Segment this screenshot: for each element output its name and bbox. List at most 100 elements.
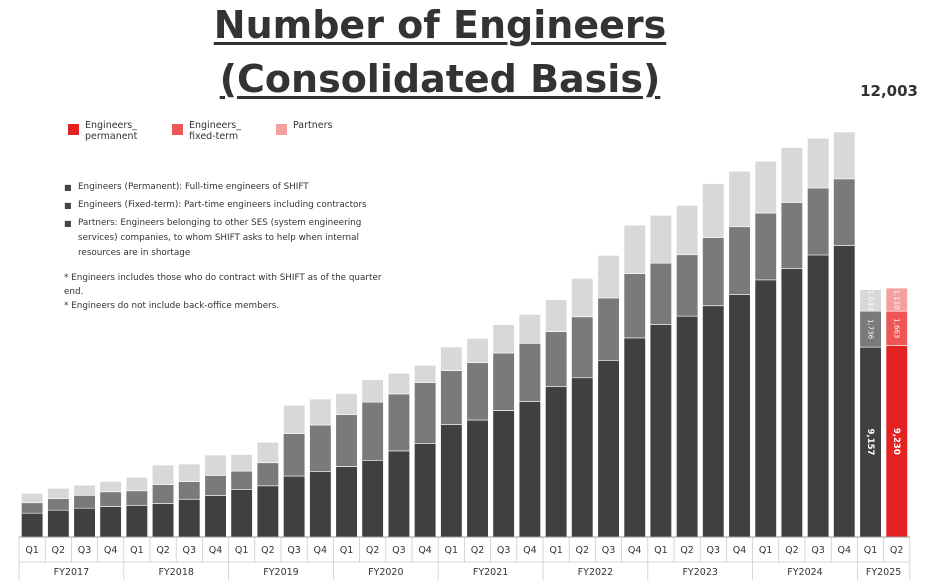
bar-segment-partners: [73, 484, 96, 496]
quarter-tick-label: Q2: [576, 545, 590, 556]
legend-partners: Partners: [276, 120, 332, 135]
bar-segment-fixed: [99, 491, 122, 507]
bar-segment-partners: [518, 314, 541, 344]
legend-label-permanent: Engineers_ permanent: [85, 120, 138, 142]
bar-segment-fixed: [571, 316, 594, 379]
quarter-tick-label: Q2: [366, 545, 380, 556]
bar-segment-permanent: [597, 359, 620, 538]
bar-segment-partners: [754, 160, 777, 214]
bar-segment-fixed: [518, 342, 541, 402]
bar-segment-fixed: [125, 490, 148, 506]
bar-segment-permanent: [833, 245, 856, 538]
quarter-tick-label: Q3: [602, 545, 616, 556]
bar-segment-permanent: [178, 498, 201, 538]
bar-segment-partners: [125, 476, 148, 492]
bar-segment-fixed: [387, 393, 411, 452]
quarter-tick-label: Q4: [209, 545, 223, 556]
fiscal-year-label: FY2021: [473, 567, 508, 578]
bar-segment-partners: [414, 364, 437, 383]
definition-partners: Partners: Engineers belonging to other S…: [64, 216, 394, 261]
bar-segment-partners: [99, 481, 122, 493]
bar-segment-partners: [571, 278, 594, 318]
data-label-permanent: 9,230: [891, 428, 901, 455]
bar-segment-fixed: [256, 462, 279, 487]
quarter-tick-label: Q2: [890, 545, 904, 556]
quarter-tick-label: Q4: [733, 545, 747, 556]
bar-segment-partners: [47, 487, 70, 499]
quarter-tick-label: Q2: [261, 545, 275, 556]
quarter-tick-label: Q2: [680, 545, 694, 556]
bar-segment-permanent: [125, 504, 148, 538]
fiscal-year-label: FY2019: [263, 567, 298, 578]
quarter-tick-label: Q1: [235, 545, 249, 556]
bar-segment-partners: [152, 464, 175, 486]
fiscal-year-label: FY2018: [158, 567, 193, 578]
bar-segment-permanent: [47, 509, 70, 538]
quarter-tick-label: Q3: [78, 545, 92, 556]
bar-segment-fixed: [47, 498, 70, 511]
definition-permanent: Engineers (Permanent): Full-time enginee…: [64, 180, 394, 195]
data-label-fixed: 1,663: [893, 318, 901, 338]
bar-segment-permanent: [335, 466, 358, 538]
latest-total-label: 12,003: [860, 82, 918, 100]
bar-segment-fixed: [414, 382, 437, 445]
quarter-tick-label: Q2: [52, 545, 66, 556]
bar-segment-partners: [256, 441, 279, 464]
bar-segment-permanent: [754, 279, 777, 538]
bar-segment-partners: [335, 393, 358, 416]
quarter-tick-label: Q4: [523, 545, 537, 556]
fiscal-year-label: FY2024: [787, 567, 822, 578]
bar-segment-fixed: [702, 237, 725, 306]
bar-segment-permanent: [414, 443, 437, 538]
bar-segment-permanent: [623, 337, 646, 538]
quarter-tick-label: Q2: [471, 545, 485, 556]
data-label-permanent: 9,157: [865, 429, 875, 456]
quarter-tick-label: Q1: [759, 545, 773, 556]
quarter-tick-label: Q4: [628, 545, 642, 556]
fiscal-year-label: FY2025: [866, 567, 901, 578]
bar-segment-fixed: [492, 352, 515, 411]
bar-segment-fixed: [152, 484, 175, 504]
quarter-tick-label: Q1: [864, 545, 878, 556]
bar-segment-fixed: [440, 370, 463, 425]
bar-segment-permanent: [256, 485, 279, 538]
page-title-line2: (Consolidated Basis): [219, 57, 661, 101]
bar-segment-fixed: [204, 475, 227, 496]
fiscal-year-label: FY2023: [682, 567, 717, 578]
bar-segment-partners: [780, 147, 803, 203]
footnote-contract: * Engineers includes those who do contra…: [64, 273, 382, 297]
bar-segment-fixed: [73, 494, 96, 509]
bar-segment-partners: [21, 493, 44, 503]
bar-segment-permanent: [204, 495, 227, 538]
quarter-tick-label: Q1: [445, 545, 459, 556]
bar-segment-fixed: [545, 331, 568, 387]
bar-segment-fixed: [335, 414, 358, 467]
bar-segment-partners: [676, 205, 699, 256]
bar-segment-permanent: [309, 471, 332, 538]
bar-segment-partners: [283, 404, 306, 434]
bar-segment-partners: [728, 170, 751, 228]
definitions-block: Engineers (Permanent): Full-time enginee…: [64, 180, 394, 313]
bar-segment-partners: [545, 299, 568, 332]
bar-segment-partners: [807, 137, 830, 189]
bar-segment-fixed: [623, 273, 646, 339]
quarter-tick-label: Q1: [340, 545, 354, 556]
bar-segment-permanent: [780, 268, 803, 538]
bar-segment-partners: [649, 215, 672, 264]
quarter-tick-label: Q4: [838, 545, 852, 556]
bar-segment-partners: [178, 463, 201, 482]
footnotes: * Engineers includes those who do contra…: [64, 271, 394, 313]
data-label-fixed: 1,736: [867, 319, 875, 340]
bar-segment-permanent: [230, 489, 253, 538]
bar-segment-fixed: [597, 297, 620, 361]
quarter-tick-label: Q1: [549, 545, 563, 556]
legend-swatch-partners: [276, 124, 287, 135]
bar-segment-partners: [623, 224, 646, 274]
bar-segment-permanent: [361, 459, 384, 538]
bar-segment-fixed: [649, 262, 672, 325]
bar-segment-partners: [885, 287, 908, 312]
quarter-tick-label: Q1: [25, 545, 39, 556]
legend-label-fixed-term: Engineers_ fixed-term: [189, 120, 242, 142]
data-label-partners: 1,033: [867, 290, 875, 310]
quarter-tick-label: Q3: [183, 545, 197, 556]
